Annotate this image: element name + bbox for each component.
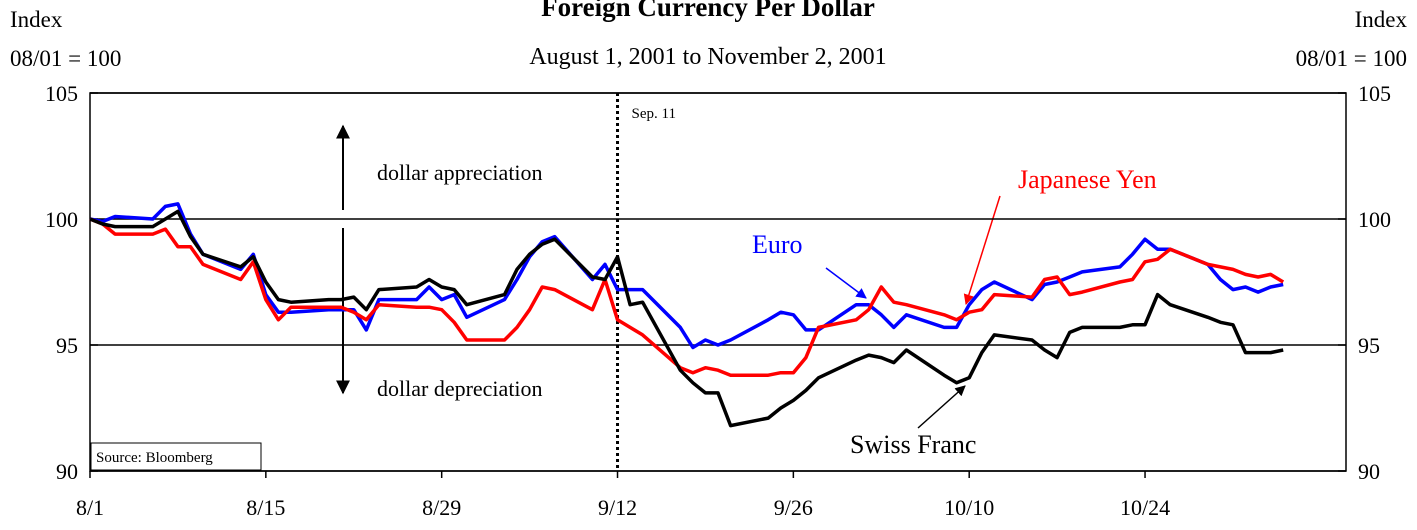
x-tick-label: 10/10 [944, 495, 994, 520]
y2-tick-label: 90 [1358, 459, 1380, 484]
y-tick-label: 100 [45, 207, 78, 232]
y2-axis-label: Index [1355, 7, 1408, 32]
series-label: Euro [752, 230, 803, 259]
event-label: Sep. 11 [632, 106, 676, 122]
y2-tick-label: 100 [1358, 207, 1391, 232]
x-tick-label: 8/1 [76, 495, 104, 520]
x-tick-label: 8/15 [246, 495, 285, 520]
y-axis-label: Index [10, 7, 63, 32]
y2-axis-label: 08/01 = 100 [1296, 46, 1407, 71]
y-tick-label: 105 [45, 81, 78, 106]
y-axis-label: 08/01 = 100 [10, 46, 121, 71]
arrow [963, 195, 1001, 306]
source: Source: Bloomberg [96, 450, 213, 466]
chart-title: Foreign Currency Per Dollar [541, 0, 875, 22]
y-tick-label: 90 [56, 459, 78, 484]
series-label: Swiss Franc [850, 430, 976, 459]
x-tick-label: 10/24 [1120, 495, 1170, 520]
x-tick-label: 8/29 [422, 495, 461, 520]
annotation: dollar appreciation [377, 160, 543, 185]
annotation: dollar depreciation [377, 376, 543, 401]
series-line [89, 217, 1285, 377]
arrow [917, 385, 966, 429]
plot-frame [89, 92, 1347, 472]
arrow [825, 267, 867, 299]
x-tick-label: 9/12 [598, 495, 637, 520]
series-line [89, 209, 1284, 428]
y2-tick-label: 105 [1358, 81, 1391, 106]
x-tick-label: 9/26 [774, 495, 813, 520]
series-label: Japanese Yen [1018, 165, 1157, 194]
y-tick-label: 95 [56, 333, 78, 358]
source-box [90, 442, 262, 471]
chart-subtitle: August 1, 2001 to November 2, 2001 [529, 44, 886, 70]
y2-tick-label: 95 [1358, 333, 1380, 358]
